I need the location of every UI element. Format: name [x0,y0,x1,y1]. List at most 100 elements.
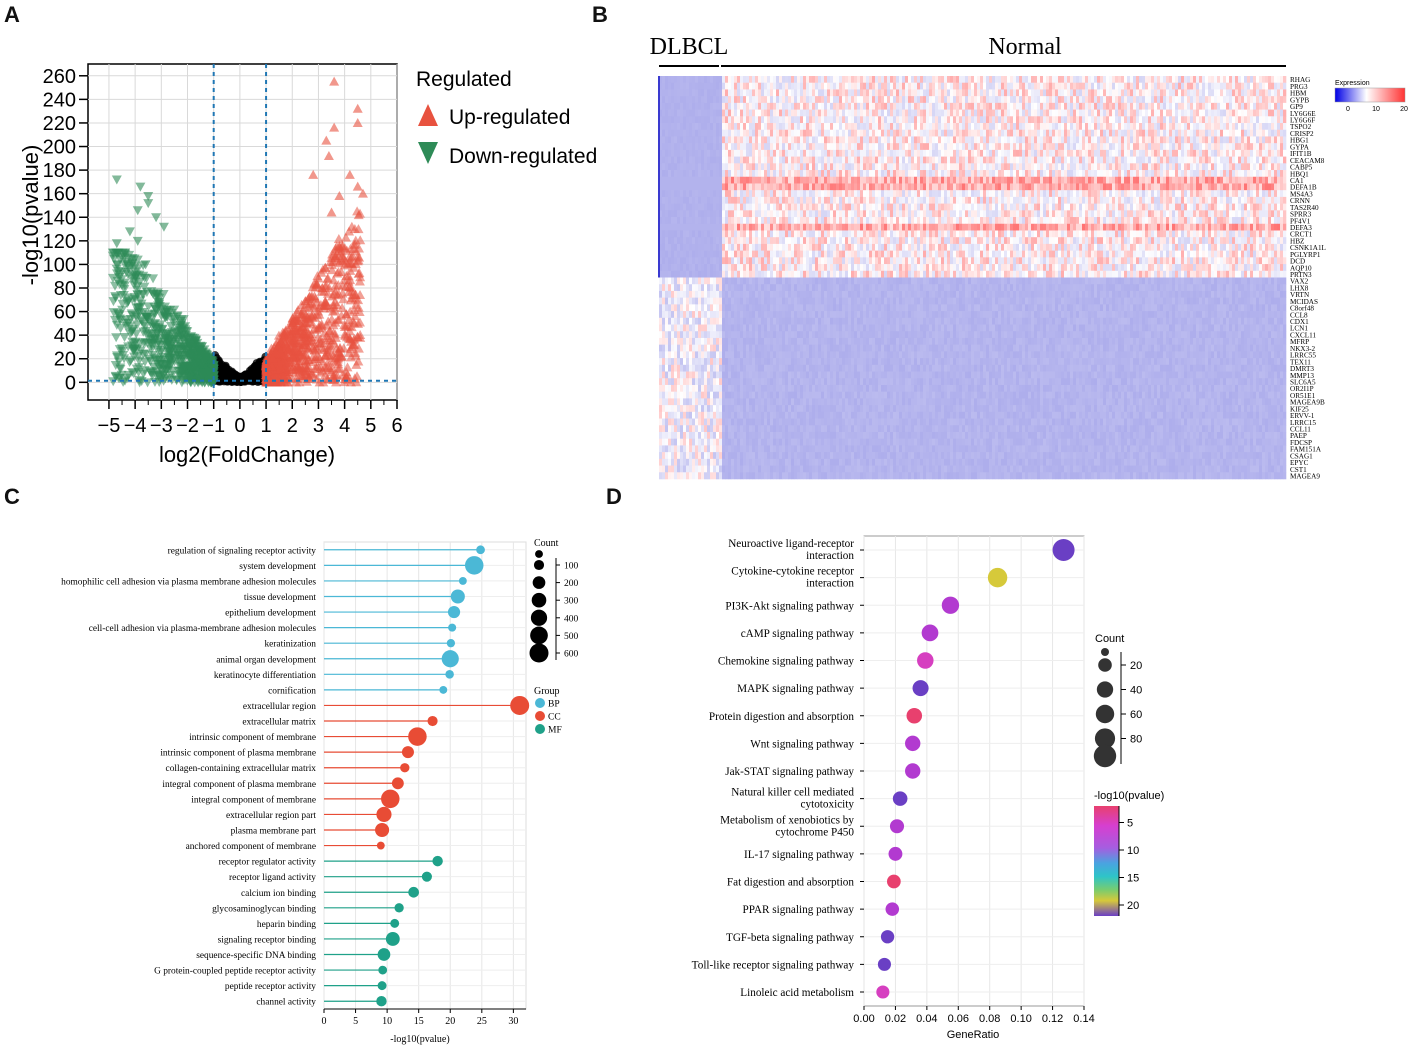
go-point [448,624,456,632]
volcano-y-tick-label: 120 [43,231,76,253]
kegg-point [886,902,900,916]
kegg-x-tick-label: 0.12 [1042,1013,1063,1025]
kegg-color-scale [1094,806,1119,916]
volcano-x-tick-label: 0 [234,415,245,437]
kegg-pathway-label: Toll-like receptor signaling pathway [692,959,855,971]
go-x-tick-label: 0 [322,1016,327,1027]
up-regulated-legend-icon [418,104,438,126]
volcano-x-tick-label: −5 [98,415,121,437]
go-term-label: signaling receptor binding [218,935,317,945]
go-term-label: integral component of plasma membrane [162,779,316,790]
kegg-color-scale-label: 5 [1127,818,1133,830]
kegg-pathway-label: interaction [806,550,854,562]
go-point [408,887,419,898]
go-term-label: animal organ development [216,655,316,665]
kegg-dot-plot: GeneRatio Count -log10(pvalue) 0.00 0.02 0… [600,528,1416,1045]
kegg-pathway-label: PI3K-Akt signaling pathway [725,600,854,612]
kegg-x-axis-label: GeneRatio [947,1029,1000,1041]
panel-letter-d: D [606,484,622,510]
go-term-label: heparin binding [257,920,316,930]
volcano-x-tick-label: 1 [261,415,272,437]
go-term-label: extracellular region part [226,811,316,821]
go-term-label: calcium ion binding [241,889,316,899]
go-group-legend-dot [535,711,545,721]
go-term-label: cell-cell adhesion via plasma-membrane a… [89,624,317,634]
kegg-pathway-label: Cytokine-cytokine receptor [731,566,854,578]
go-x-tick-label: 10 [382,1016,392,1027]
kegg-size-legend-dot [1094,745,1116,767]
go-term-label: sequence-specific DNA binding [196,950,316,961]
go-point [432,856,442,866]
go-point [381,790,399,808]
go-term-label: epithelium development [225,609,316,619]
kegg-pathway-label: Fat digestion and absorption [727,877,854,889]
go-size-legend-dot [532,593,547,608]
kegg-point [905,736,920,751]
kegg-pathway-label: Neuroactive ligand-receptor [728,538,854,550]
kegg-x-tick-label: 0.00 [853,1013,874,1025]
go-size-legend-label: 500 [564,632,579,642]
go-point [465,556,483,574]
volcano-x-tick-label: −2 [176,415,199,437]
go-group-legend-title: Group [534,686,560,697]
go-term-label: keratinocyte differentiation [214,670,316,681]
go-term-label: keratinization [264,640,316,650]
go-term-label: receptor regulator activity [219,858,317,868]
go-point [392,777,404,789]
kegg-pathway-label: Natural killer cell mediated [731,787,854,799]
go-x-tick-label: 20 [445,1016,455,1027]
kegg-size-legend-dot [1097,681,1113,697]
go-point [451,589,465,603]
go-point [439,686,447,694]
kegg-size-legend-label: 40 [1130,685,1142,697]
go-term-label: regulation of signaling receptor activit… [168,545,317,556]
volcano-y-tick-label: 40 [54,325,76,347]
go-point [402,746,414,758]
kegg-point [878,958,891,971]
kegg-point [881,930,894,943]
kegg-pathway-label: Metabolism of xenobiotics by [720,814,854,826]
heatmap-group-normal: Normal [988,34,1062,60]
go-size-legend-label: 600 [564,650,579,660]
go-term-label: peptide receptor activity [225,982,316,992]
volcano-legend-up: Up-regulated [449,106,570,129]
kegg-x-tick-label: 0.10 [1010,1013,1031,1025]
go-point [376,807,391,822]
kegg-color-scale-label: 15 [1127,873,1139,885]
kegg-pathway-label: Protein digestion and absorption [709,711,855,723]
go-term-label: homophilic cell adhesion via plasma memb… [61,577,316,587]
heatmap-legend-title: Expression [1335,80,1370,87]
volcano-y-tick-label: 240 [43,89,76,111]
go-point [377,842,385,850]
volcano-x-tick-label: −4 [124,415,147,437]
volcano-y-axis-label: -log10(pvalue) [18,145,43,286]
volcano-y-tick-label: 260 [43,66,76,88]
kegg-color-legend-title: -log10(pvalue) [1094,790,1164,802]
volcano-x-tick-label: −3 [150,415,173,437]
volcano-x-tick-label: 4 [339,415,350,437]
volcano-y-tick-label: 140 [43,207,76,229]
kegg-point [893,791,908,806]
go-group-legend-dot [535,698,545,708]
heatmap-color-scale [1335,88,1405,102]
go-size-legend-dot [533,576,546,589]
kegg-point [887,875,901,889]
kegg-point [942,597,959,614]
volcano-y-tick-label: 60 [54,302,76,324]
go-size-legend-label: 400 [564,614,579,624]
volcano-plot: -log10(pvalue) log2(FoldChange) Regulate… [0,0,620,480]
heatmap-color-scale-tick: 0 [1346,106,1350,113]
go-x-tick-label: 30 [508,1016,518,1027]
go-term-label: intrinsic component of membrane [189,732,316,743]
kegg-point [905,763,920,778]
kegg-x-tick-label: 0.02 [885,1013,906,1025]
volcano-x-tick-label: 6 [391,415,402,437]
kegg-size-legend-title: Count [1095,633,1124,645]
heatmap-group-dlbcl: DLBCL [650,34,729,60]
volcano-x-tick-label: 3 [313,415,324,437]
heatmap-cells [659,76,1286,479]
kegg-size-legend-label: 80 [1130,734,1142,746]
volcano-x-tick-label: 2 [287,415,298,437]
volcano-x-tick-label: 5 [365,415,376,437]
go-group-legend-label: BP [548,700,560,710]
